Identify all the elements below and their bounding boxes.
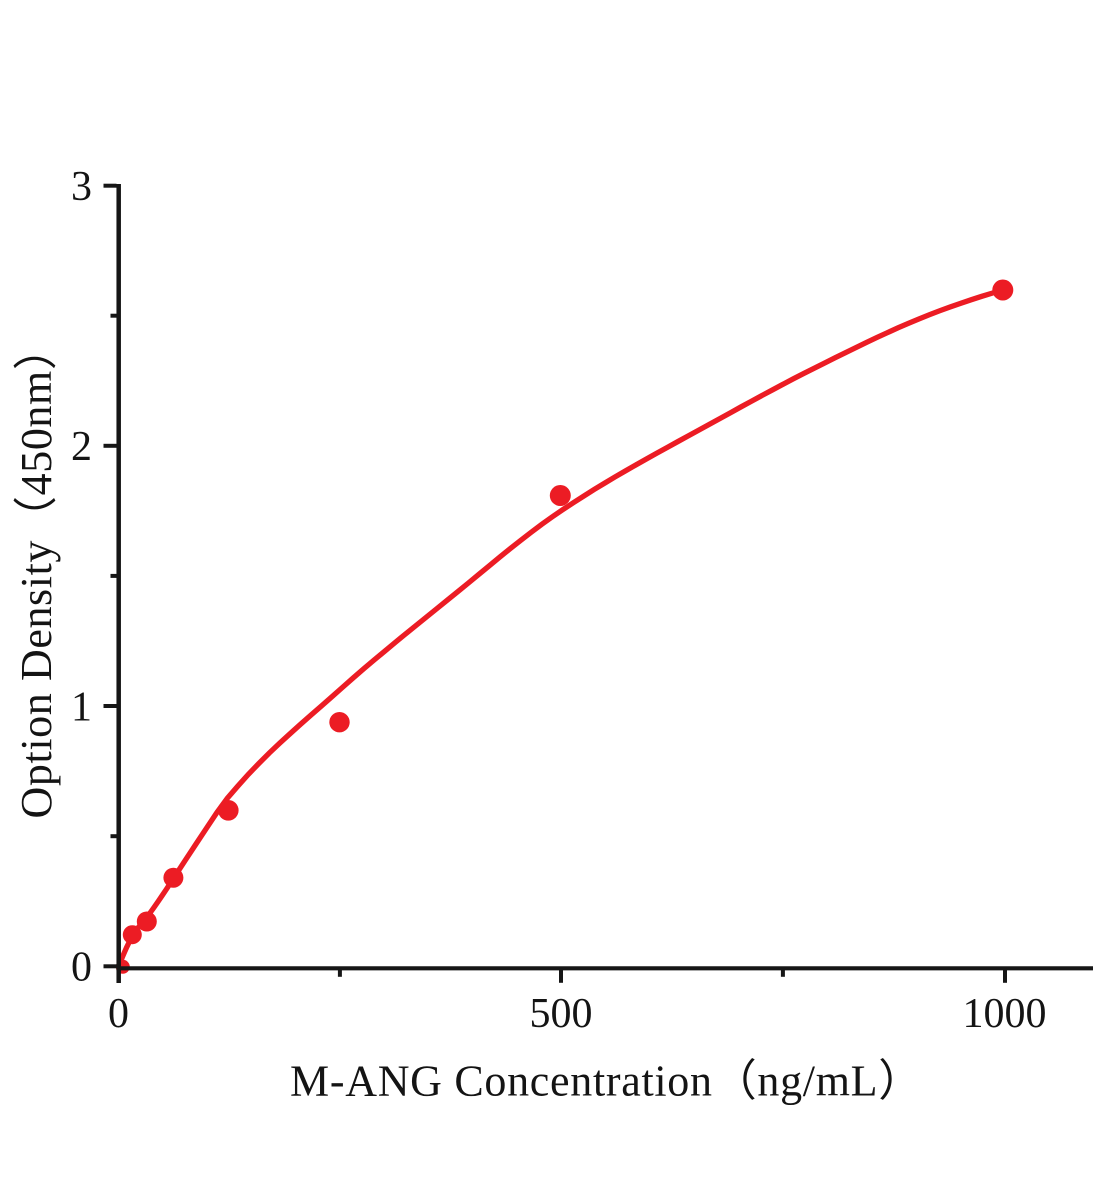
svg-text:500: 500 (530, 991, 593, 1037)
svg-text:0: 0 (71, 945, 92, 991)
svg-text:3: 3 (71, 164, 92, 210)
svg-text:1: 1 (71, 684, 92, 730)
svg-text:M-ANG Concentration（ng/mL）: M-ANG Concentration（ng/mL） (290, 1057, 923, 1106)
svg-text:1000: 1000 (963, 991, 1047, 1037)
svg-text:2: 2 (71, 424, 92, 470)
svg-text:Option Density（450nm）: Option Density（450nm） (12, 326, 61, 819)
svg-text:0: 0 (108, 991, 129, 1037)
